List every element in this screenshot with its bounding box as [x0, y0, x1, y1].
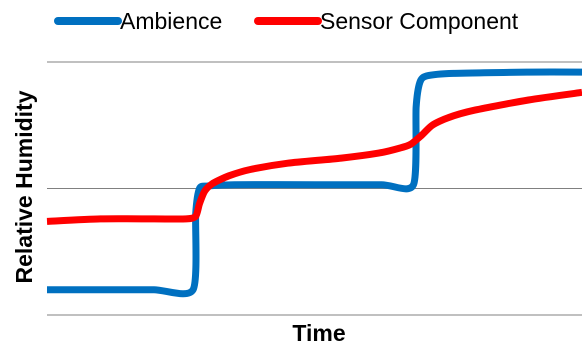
y-axis-title: Relative Humidity: [11, 90, 37, 283]
gridlines: [47, 61, 582, 316]
x-axis-title: Time: [292, 320, 345, 346]
series-line-ambience: [46, 68, 582, 298]
legend-label-sensor-component: Sensor Component: [320, 8, 519, 34]
series-line-sensor-component: [46, 88, 582, 225]
series-layer: [46, 68, 582, 298]
legend-label-ambience: Ambience: [120, 8, 222, 34]
legend: Ambience Sensor Component: [54, 8, 519, 34]
